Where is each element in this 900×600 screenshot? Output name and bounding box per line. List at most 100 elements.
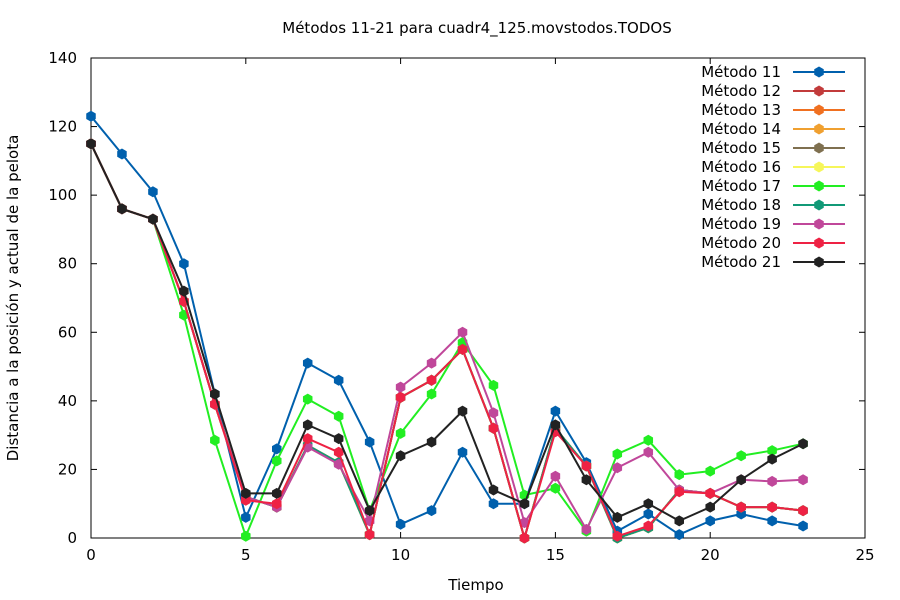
- data-point: [457, 343, 468, 355]
- data-point: [674, 486, 684, 498]
- legend-marker: [814, 256, 824, 268]
- x-tick-label: 25: [855, 546, 874, 564]
- legend-item: Método 20: [701, 234, 845, 252]
- data-point: [302, 357, 313, 369]
- plot-frame: [90, 57, 866, 539]
- legend-label: Método 12: [701, 82, 781, 100]
- y-tick-label: 20: [58, 460, 77, 478]
- data-point: [519, 498, 530, 510]
- y-axis-label: Distancia a la posición y actual de la p…: [4, 135, 22, 462]
- legend-marker: [814, 66, 824, 78]
- chart-title: Métodos 11-21 para cuadr4_125.movstodos.…: [282, 19, 671, 38]
- data-point: [364, 529, 375, 541]
- x-axis-label: Tiempo: [447, 576, 503, 594]
- legend-label: Método 16: [701, 158, 781, 176]
- data-point: [643, 446, 654, 458]
- legend-marker: [814, 180, 824, 192]
- series-line: [90, 115, 804, 536]
- y-tick-label: 80: [58, 255, 77, 273]
- data-point: [272, 487, 282, 499]
- data-point: [272, 443, 282, 455]
- data-point: [736, 450, 746, 462]
- data-point: [272, 455, 282, 467]
- data-point: [457, 446, 468, 458]
- data-point: [705, 501, 715, 513]
- x-tick-label: 20: [701, 546, 720, 564]
- data-point: [333, 446, 344, 458]
- data-point: [643, 434, 654, 446]
- data-point: [612, 462, 623, 474]
- data-point: [426, 505, 437, 517]
- data-point: [488, 407, 499, 419]
- data-point: [488, 379, 499, 391]
- legend-item: Método 17: [701, 177, 845, 195]
- data-point: [581, 460, 592, 472]
- legend-marker: [814, 218, 824, 230]
- data-point: [395, 518, 406, 530]
- data-point: [364, 505, 375, 517]
- data-point: [767, 453, 777, 465]
- data-point: [457, 326, 468, 338]
- data-point: [674, 529, 684, 541]
- data-point: [488, 484, 499, 496]
- data-point: [550, 482, 561, 494]
- legend-item: Método 21: [701, 253, 845, 271]
- data-point: [705, 487, 715, 499]
- data-point: [612, 511, 623, 523]
- legend-label: Método 11: [701, 63, 781, 81]
- legend-marker: [814, 142, 824, 154]
- legend-marker: [814, 237, 824, 249]
- data-point: [643, 508, 654, 520]
- series-layer: [86, 110, 808, 544]
- x-tick-label: 0: [86, 546, 96, 564]
- legend-item: Método 19: [701, 215, 845, 233]
- data-point: [241, 530, 251, 542]
- data-point: [86, 138, 96, 150]
- data-point: [767, 475, 777, 487]
- data-point: [148, 186, 158, 198]
- data-point: [550, 419, 561, 431]
- x-tick-label: 15: [546, 546, 565, 564]
- data-point: [333, 433, 344, 445]
- data-point: [426, 436, 437, 448]
- data-point: [364, 436, 375, 448]
- data-point: [148, 213, 158, 225]
- data-point: [705, 515, 715, 527]
- legend-label: Método 20: [701, 234, 781, 252]
- y-tick-label: 60: [58, 323, 77, 341]
- data-point: [736, 501, 746, 513]
- data-point: [674, 515, 684, 527]
- data-point: [179, 258, 189, 270]
- data-point: [736, 474, 746, 486]
- data-point: [395, 381, 406, 393]
- legend-item: Método 18: [701, 196, 845, 214]
- series-line: [90, 143, 804, 538]
- y-tick-label: 0: [67, 529, 77, 547]
- data-point: [612, 530, 623, 542]
- data-point: [581, 523, 592, 535]
- data-point: [767, 501, 777, 513]
- data-point: [519, 532, 530, 544]
- legend-label: Método 19: [701, 215, 781, 233]
- y-tick-label: 140: [48, 49, 77, 67]
- data-point: [767, 515, 777, 527]
- y-tick-label: 100: [48, 186, 77, 204]
- legend-marker: [814, 199, 824, 211]
- data-point: [395, 391, 406, 403]
- data-point: [767, 445, 777, 457]
- legend-item: Método 12: [701, 82, 845, 100]
- series-21: [86, 138, 808, 527]
- data-point: [333, 410, 344, 422]
- data-point: [550, 405, 561, 417]
- data-point: [86, 110, 96, 122]
- data-point: [457, 405, 468, 417]
- data-point: [643, 498, 654, 510]
- legend-item: Método 16: [701, 158, 845, 176]
- data-point: [798, 520, 808, 532]
- data-point: [550, 470, 561, 482]
- data-point: [241, 487, 251, 499]
- series-line: [90, 143, 804, 522]
- y-tick-label: 40: [58, 392, 77, 410]
